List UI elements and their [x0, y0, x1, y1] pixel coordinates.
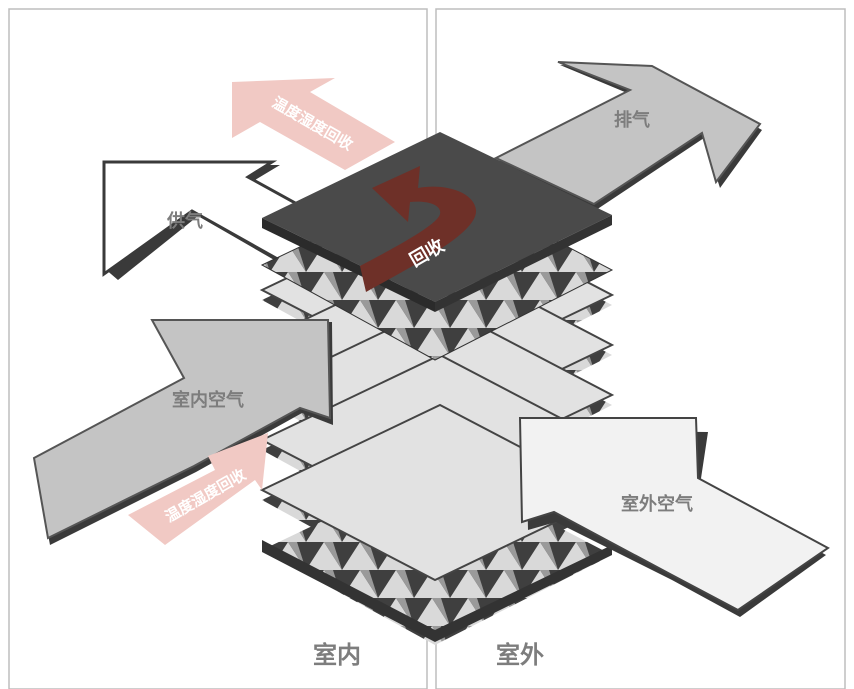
exhaust-label: 排气 — [614, 109, 650, 131]
top-plate — [262, 132, 612, 302]
outdoor-zone-label: 室外 — [496, 641, 544, 669]
recovery-arrow-top — [232, 78, 395, 170]
indoor-air-arrow — [32, 319, 333, 545]
outdoor-air-label: 室外空气 — [621, 493, 693, 515]
exhaust-arrow — [493, 61, 762, 210]
recovery-arrow-bottom — [128, 433, 268, 545]
indoor-air-label: 室内空气 — [172, 389, 244, 411]
indoor-zone-label: 室内 — [313, 641, 361, 669]
supply-label: 供气 — [166, 210, 203, 232]
core-recovery-arrow — [360, 166, 477, 292]
outdoor-air-arrow — [518, 417, 830, 617]
